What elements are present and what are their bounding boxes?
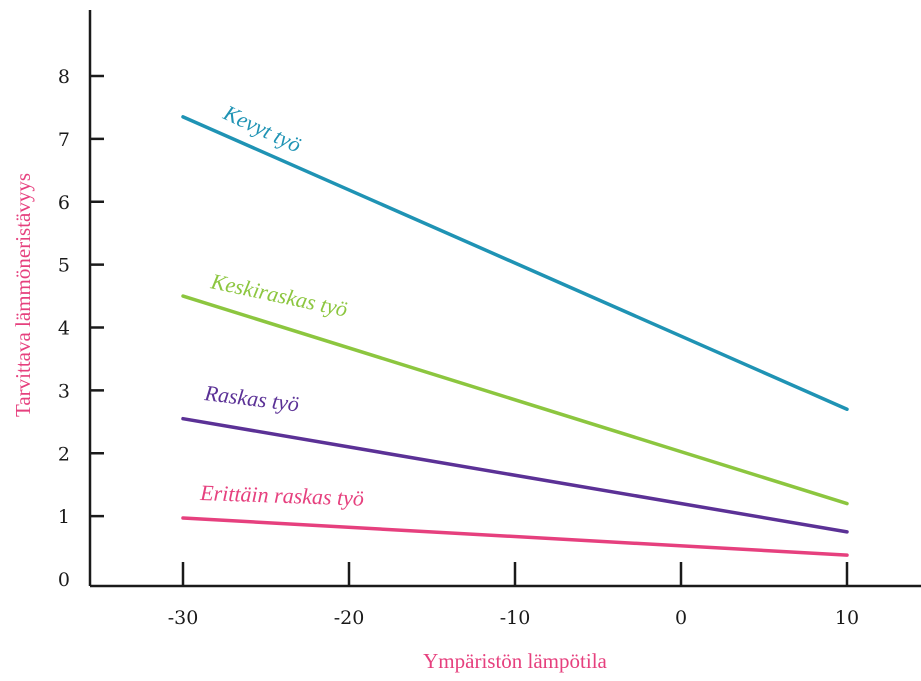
series-label-4: Erittäin raskas työ <box>199 480 365 511</box>
x-tick-label: 0 <box>675 607 687 629</box>
y-tick-label: 1 <box>58 506 70 528</box>
series-label-3: Raskas työ <box>202 380 300 416</box>
series-line-4 <box>181 516 849 557</box>
series-line-2 <box>181 294 849 506</box>
x-axis-title: Ympäristön lämpötila <box>423 649 607 673</box>
y-tick-label: 2 <box>58 443 70 465</box>
y-tick-label: 0 <box>58 569 70 591</box>
y-tick-label: 4 <box>58 318 70 340</box>
x-ticks: -30 -20 -10 0 10 <box>168 562 859 629</box>
series-label-2: Keskiraskas työ <box>208 268 350 321</box>
y-tick-label: 6 <box>58 192 70 214</box>
series-label-1: Kevyt työ <box>219 99 305 157</box>
x-tick-label: -10 <box>500 607 531 629</box>
series-line-1 <box>181 115 849 411</box>
x-tick-label: 10 <box>835 607 859 629</box>
y-tick-label: 5 <box>58 255 70 277</box>
y-tick-label: 7 <box>58 129 70 151</box>
series-line-3 <box>181 416 849 534</box>
series-lines <box>181 115 849 557</box>
y-tick-label: 3 <box>58 380 70 402</box>
x-tick-label: -20 <box>334 607 365 629</box>
y-tick-label: 8 <box>58 66 70 88</box>
y-ticks: 0 1 2 3 4 5 6 7 8 <box>58 66 104 591</box>
y-axis-title: Tarvittava lämmöneristävyys <box>11 173 35 417</box>
x-tick-label: -30 <box>168 607 199 629</box>
